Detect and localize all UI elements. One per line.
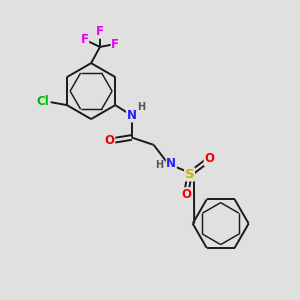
Text: F: F — [96, 25, 104, 38]
Text: S: S — [185, 168, 194, 181]
Text: O: O — [204, 152, 214, 166]
Text: O: O — [105, 134, 115, 147]
Text: F: F — [81, 33, 88, 46]
Text: F: F — [111, 38, 119, 50]
Text: N: N — [127, 109, 136, 122]
Text: N: N — [166, 158, 176, 170]
Text: H: H — [137, 102, 145, 112]
Text: O: O — [182, 188, 192, 201]
Text: H: H — [155, 160, 163, 170]
Text: Cl: Cl — [36, 95, 49, 108]
